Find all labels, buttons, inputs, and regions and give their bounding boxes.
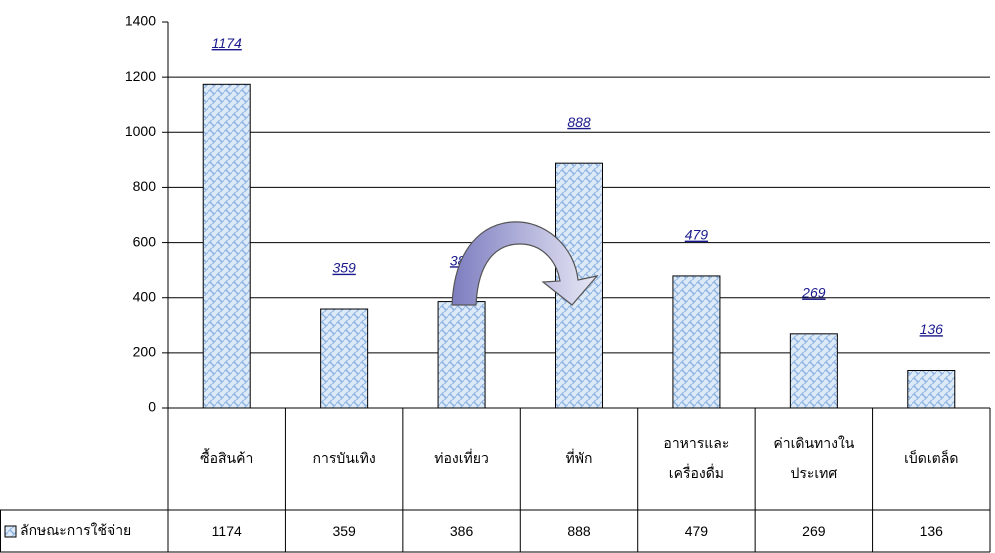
category-label: การบันเทิง: [285, 408, 402, 510]
y-tick-label: 1000: [125, 123, 156, 139]
category-label: ซื้อสินค้า: [168, 408, 285, 510]
data-label: 269: [801, 285, 826, 301]
data-label: 888: [567, 114, 591, 130]
category-label: ท่องเที่ยว: [403, 408, 520, 510]
y-tick-label: 0: [148, 399, 156, 415]
table-value: 269: [755, 510, 872, 552]
table-value: 479: [638, 510, 755, 552]
page: 0200400600800100012001400117435938688847…: [0, 0, 995, 553]
bar: [203, 84, 250, 408]
bar: [908, 371, 955, 408]
data-label: 359: [332, 260, 356, 276]
data-label: 1174: [212, 35, 242, 51]
y-tick-label: 600: [133, 233, 157, 249]
table-value: 136: [873, 510, 990, 552]
category-label: ที่พัก: [520, 408, 637, 510]
y-tick-label: 1400: [125, 13, 156, 29]
legend-swatch: [5, 526, 16, 537]
bar: [790, 334, 837, 408]
bar: [321, 309, 368, 408]
y-tick-label: 1200: [125, 68, 156, 84]
table-value: 888: [520, 510, 637, 552]
table-value: 359: [285, 510, 402, 552]
data-label: 479: [685, 227, 709, 243]
category-label: ค่าเดินทางใน ประเทศ: [755, 408, 872, 510]
data-label: 136: [920, 321, 944, 337]
category-label: อาหารและ เครื่องดื่ม: [638, 408, 755, 510]
table-value: 1174: [168, 510, 285, 552]
y-tick-label: 200: [133, 344, 157, 360]
category-label: เบ็ดเตล็ด: [873, 408, 990, 510]
y-tick-label: 800: [133, 178, 157, 194]
legend-label: ลักษณะการใช้จ่าย: [20, 510, 166, 552]
bar: [673, 276, 720, 408]
table-value: 386: [403, 510, 520, 552]
bar: [438, 302, 485, 408]
y-tick-label: 400: [133, 288, 157, 304]
